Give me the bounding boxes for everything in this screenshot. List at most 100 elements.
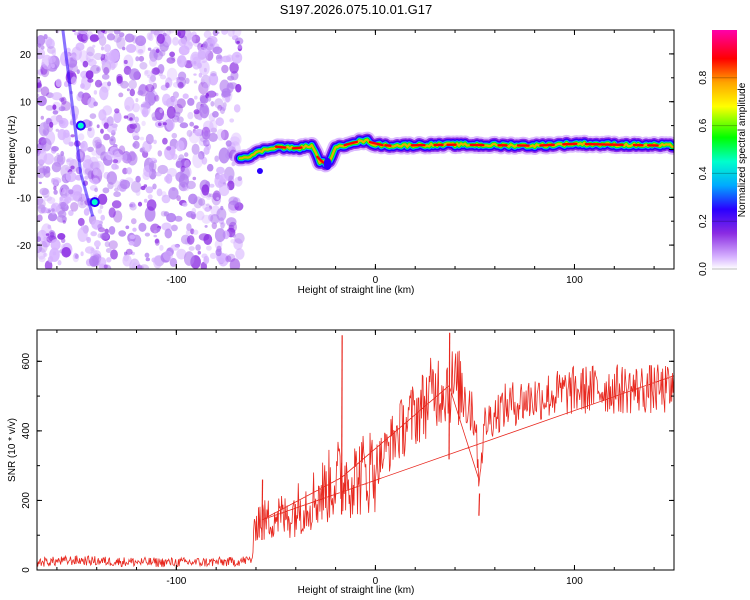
noise-blob <box>104 44 111 53</box>
noise-blob <box>132 131 139 140</box>
noise-blob <box>160 74 167 80</box>
noise-blob <box>166 30 172 36</box>
noise-blob <box>209 252 217 259</box>
noise-blob <box>40 115 44 120</box>
noise-blob <box>201 184 210 196</box>
noise-blob <box>214 98 224 109</box>
noise-blob <box>137 90 144 96</box>
noise-blob <box>170 224 178 232</box>
noise-blob <box>102 187 110 194</box>
noise-blob <box>68 141 74 147</box>
noise-blob <box>125 225 130 230</box>
noise-blob <box>93 52 103 61</box>
noise-blob <box>42 168 48 176</box>
noise-blob <box>37 196 44 205</box>
noise-blob <box>211 222 217 230</box>
noise-blob <box>186 235 195 245</box>
noise-blob <box>122 46 126 51</box>
noise-blob <box>37 82 42 89</box>
noise-blob <box>217 104 223 111</box>
noise-blob <box>215 117 224 127</box>
noise-blob <box>100 128 104 134</box>
noise-blob <box>199 103 210 119</box>
noise-blob <box>218 173 229 183</box>
noise-blob <box>62 220 66 224</box>
noise-blob <box>47 224 52 229</box>
noise-blob <box>128 240 135 246</box>
noise-blob <box>103 133 111 141</box>
noise-blob <box>126 167 132 175</box>
noise-blob <box>164 228 173 239</box>
noise-blob <box>105 150 114 161</box>
snr-spike <box>261 479 264 540</box>
noise-blob <box>70 134 75 138</box>
noise-blob <box>128 68 140 81</box>
noise-blob <box>65 167 70 171</box>
noise-blob <box>40 138 52 152</box>
noise-blob <box>140 185 146 191</box>
noise-blob <box>111 163 118 170</box>
noise-blob <box>51 146 59 152</box>
noise-blob <box>55 78 62 88</box>
noise-blob <box>101 59 106 66</box>
noise-blob <box>216 166 225 175</box>
noise-blob <box>103 122 109 129</box>
noise-blob <box>53 189 58 195</box>
noise-blob <box>37 77 41 83</box>
noise-blob <box>106 124 117 134</box>
noise-blob <box>92 44 96 48</box>
snr-plot-area <box>37 332 674 568</box>
colorbar: 0.0 0.2 0.4 0.6 0.8 Normalized spectral ampl… <box>698 30 748 276</box>
noise-blob <box>209 183 215 188</box>
noise-blob <box>197 250 201 255</box>
noise-blob <box>206 140 210 145</box>
noise-blob <box>136 264 143 269</box>
noise-blob <box>226 217 237 227</box>
noise-blob <box>77 217 85 227</box>
noise-blob <box>169 257 178 267</box>
noise-blob <box>41 54 53 70</box>
noise-blob <box>201 79 205 83</box>
noise-blob <box>103 30 107 35</box>
noise-blob <box>165 82 170 89</box>
noise-blob <box>103 67 110 75</box>
noise-blob <box>118 230 127 237</box>
noise-blob <box>98 109 107 121</box>
noise-blob <box>129 258 141 269</box>
noise-blob <box>228 221 237 233</box>
noise-blob <box>85 51 95 63</box>
y-tick-label: -20 <box>17 241 32 252</box>
noise-blob <box>203 30 212 39</box>
spectrogram-ridge <box>232 131 674 175</box>
noise-blob <box>55 128 59 132</box>
noise-blob <box>147 47 152 51</box>
noise-blob <box>159 50 166 57</box>
noise-blob <box>188 130 200 144</box>
noise-blob <box>113 111 122 124</box>
noise-blob <box>106 171 118 185</box>
snr-ticks: -100 0 100 0 200 400 600 <box>21 330 674 587</box>
noise-blob <box>216 128 226 141</box>
noise-blob <box>127 151 138 166</box>
noise-blob <box>209 193 214 198</box>
colorbar-label: Normalized spectral amplitude <box>737 82 748 217</box>
noise-blob <box>212 111 219 118</box>
noise-blob <box>147 194 153 200</box>
noise-blob <box>186 180 196 190</box>
noise-blob <box>56 154 66 165</box>
noise-blob <box>52 110 59 115</box>
noise-blob <box>184 152 189 157</box>
noise-blob <box>66 157 75 166</box>
noise-blob <box>129 123 137 129</box>
noise-blob <box>145 133 154 145</box>
noise-blob <box>233 104 241 113</box>
noise-blob <box>212 30 219 37</box>
noise-blob <box>77 227 88 243</box>
ridge-dip <box>256 168 263 175</box>
noise-blob <box>219 183 230 197</box>
noise-blob <box>106 33 116 41</box>
noise-blob <box>166 57 176 64</box>
noise-blob <box>113 180 120 189</box>
noise-blob <box>185 77 190 84</box>
